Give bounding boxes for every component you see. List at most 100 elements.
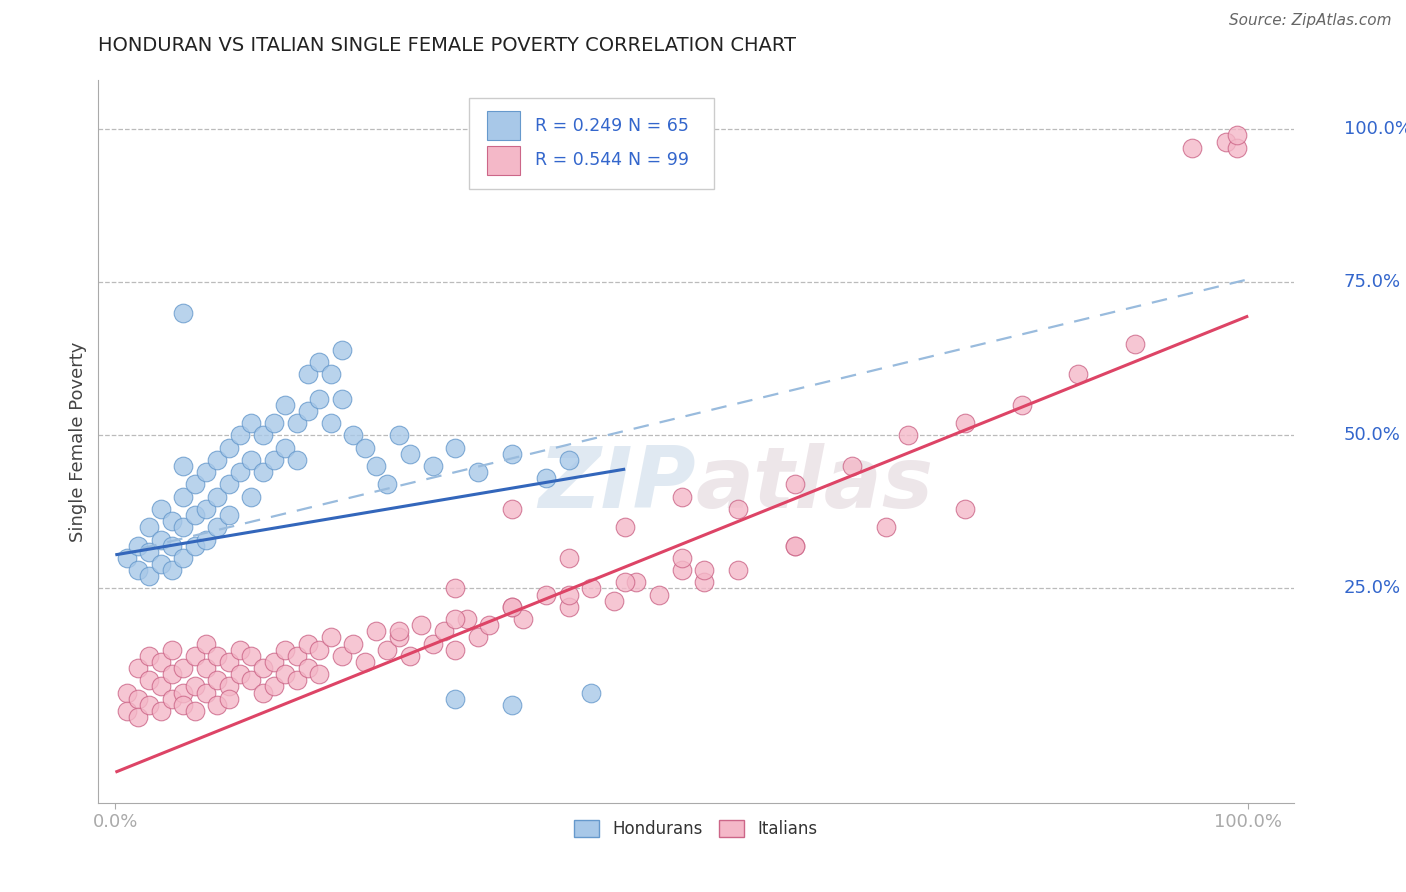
Point	[319, 631, 342, 645]
Point	[149, 655, 172, 669]
Point	[149, 502, 172, 516]
Point	[149, 680, 172, 694]
Point	[579, 582, 602, 596]
Text: N = 65: N = 65	[628, 117, 689, 135]
Point	[218, 508, 240, 522]
Point	[626, 575, 648, 590]
Point	[218, 655, 240, 669]
Point	[671, 490, 693, 504]
Point	[399, 447, 422, 461]
Point	[501, 447, 523, 461]
Point	[411, 618, 433, 632]
Point	[183, 704, 205, 718]
Point	[330, 392, 353, 406]
Point	[149, 557, 172, 571]
FancyBboxPatch shape	[486, 146, 520, 175]
Point	[467, 465, 489, 479]
Point	[263, 655, 285, 669]
Point	[364, 458, 387, 473]
Point	[207, 673, 229, 688]
Point	[501, 502, 523, 516]
Point	[1226, 128, 1249, 143]
Point	[534, 588, 557, 602]
Point	[263, 453, 285, 467]
Point	[444, 441, 467, 455]
Point	[172, 306, 194, 320]
Text: R = 0.249: R = 0.249	[534, 117, 621, 135]
Text: HONDURAN VS ITALIAN SINGLE FEMALE POVERTY CORRELATION CHART: HONDURAN VS ITALIAN SINGLE FEMALE POVERT…	[98, 36, 796, 54]
Point	[263, 680, 285, 694]
Point	[388, 428, 411, 442]
Point	[172, 685, 194, 699]
Point	[160, 514, 183, 528]
Point	[172, 490, 194, 504]
Point	[614, 520, 637, 534]
Point	[444, 582, 467, 596]
Point	[160, 667, 183, 681]
Point	[138, 648, 160, 663]
Point	[1067, 367, 1090, 381]
Point	[444, 642, 467, 657]
Legend: Hondurans, Italians: Hondurans, Italians	[568, 814, 824, 845]
Point	[557, 588, 579, 602]
Point	[297, 367, 319, 381]
Point	[1180, 141, 1202, 155]
Point	[1123, 336, 1146, 351]
Text: 50.0%: 50.0%	[1344, 426, 1400, 444]
Point	[579, 685, 602, 699]
Point	[207, 698, 229, 712]
Point	[207, 490, 229, 504]
Text: Source: ZipAtlas.com: Source: ZipAtlas.com	[1229, 13, 1392, 29]
Point	[422, 637, 444, 651]
Point	[160, 642, 183, 657]
Point	[207, 520, 229, 534]
Point	[388, 631, 411, 645]
Point	[783, 539, 806, 553]
Point	[127, 563, 149, 577]
Point	[297, 404, 319, 418]
Point	[364, 624, 387, 639]
Point	[375, 477, 398, 491]
Point	[127, 691, 149, 706]
Point	[127, 710, 149, 724]
Text: atlas: atlas	[696, 443, 934, 526]
Point	[319, 367, 342, 381]
Point	[308, 667, 330, 681]
Text: 75.0%: 75.0%	[1344, 273, 1400, 292]
Text: R = 0.544: R = 0.544	[534, 152, 621, 169]
Point	[648, 588, 671, 602]
Point	[240, 416, 263, 430]
Point	[501, 599, 523, 614]
Point	[218, 680, 240, 694]
Text: 100.0%: 100.0%	[1344, 120, 1406, 138]
Point	[897, 428, 920, 442]
Point	[149, 704, 172, 718]
Point	[1226, 141, 1249, 155]
Point	[115, 704, 138, 718]
Point	[183, 648, 205, 663]
Point	[115, 685, 138, 699]
Point	[240, 490, 263, 504]
Point	[195, 502, 218, 516]
Point	[285, 648, 308, 663]
Point	[501, 599, 523, 614]
Point	[207, 648, 229, 663]
Point	[252, 661, 274, 675]
Point	[671, 550, 693, 565]
Point	[388, 624, 411, 639]
Point	[342, 637, 364, 651]
FancyBboxPatch shape	[470, 98, 714, 189]
Point	[285, 416, 308, 430]
Point	[138, 673, 160, 688]
Y-axis label: Single Female Poverty: Single Female Poverty	[69, 342, 87, 541]
Point	[614, 575, 637, 590]
Point	[478, 618, 501, 632]
Point	[953, 416, 976, 430]
Point	[183, 477, 205, 491]
Text: 25.0%: 25.0%	[1344, 580, 1400, 598]
Point	[285, 453, 308, 467]
Point	[308, 355, 330, 369]
Point	[557, 599, 579, 614]
Point	[375, 642, 398, 657]
Point	[218, 477, 240, 491]
